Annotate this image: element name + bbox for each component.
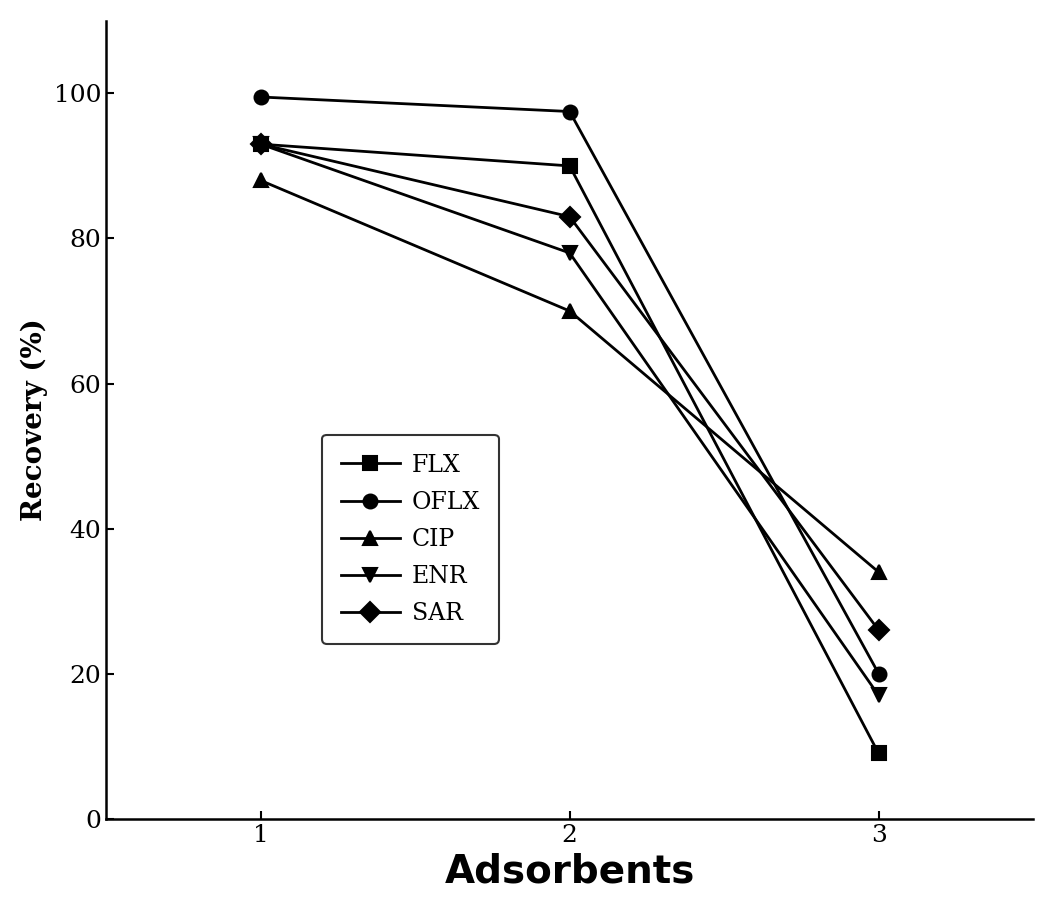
OFLX: [563, 106, 575, 117]
ENR: [873, 690, 885, 701]
CIP: [254, 175, 267, 186]
CIP: [873, 567, 885, 578]
Legend: FLX, OFLX, CIP, ENR, SAR: FLX, OFLX, CIP, ENR, SAR: [321, 435, 499, 644]
Y-axis label: Recovery (%): Recovery (%): [21, 319, 48, 521]
Line: SAR: SAR: [254, 138, 885, 637]
FLX: [563, 160, 575, 171]
Line: ENR: ENR: [254, 138, 885, 702]
ENR: [254, 138, 267, 149]
OFLX: [254, 91, 267, 102]
CIP: [563, 305, 575, 316]
FLX: [254, 138, 267, 149]
X-axis label: Adsorbents: Adsorbents: [445, 852, 695, 890]
Line: CIP: CIP: [254, 173, 885, 579]
Line: FLX: FLX: [254, 138, 885, 761]
SAR: [873, 625, 885, 636]
SAR: [254, 138, 267, 149]
FLX: [873, 748, 885, 759]
Line: OFLX: OFLX: [254, 90, 885, 681]
SAR: [563, 211, 575, 222]
OFLX: [873, 668, 885, 679]
ENR: [563, 248, 575, 259]
